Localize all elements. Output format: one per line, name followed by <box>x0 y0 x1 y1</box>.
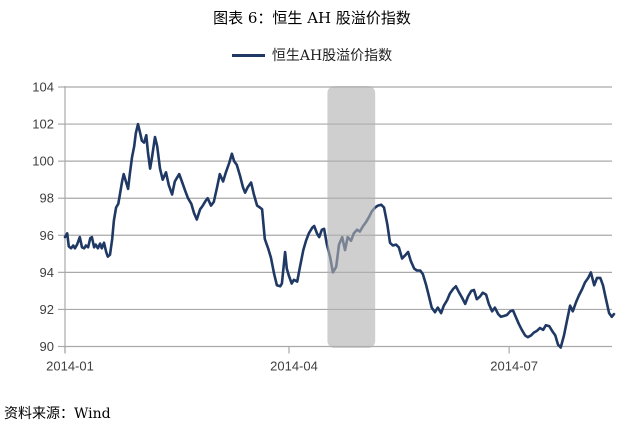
y-tick-label: 94 <box>40 265 54 280</box>
source-note: 资料来源：Wind <box>4 406 111 422</box>
y-tick-label: 96 <box>40 228 54 243</box>
y-tick-label: 98 <box>40 191 54 206</box>
x-tick-label: 2014-01 <box>46 359 94 374</box>
highlight-band <box>327 86 376 348</box>
legend-label: 恒生AH股溢价指数 <box>271 48 393 64</box>
x-tick-label: 2014-04 <box>270 359 318 374</box>
legend-line-swatch-icon <box>231 53 265 57</box>
plot-svg: 104 102 100 98 96 94 92 90 2014-01 2014-04 2014-07 <box>32 80 616 374</box>
series-line <box>63 122 616 349</box>
y-tick-label: 104 <box>32 80 54 95</box>
legend: 恒生AH股溢价指数 <box>0 45 624 65</box>
y-tick-label: 100 <box>32 154 54 169</box>
y-tick-label: 92 <box>40 302 54 317</box>
x-tick-label: 2014-07 <box>490 359 538 374</box>
chart-title: 图表 6：恒生 AH 股溢价指数 <box>213 9 411 27</box>
y-tick-label: 90 <box>40 339 54 354</box>
y-tick-label: 102 <box>32 117 54 132</box>
